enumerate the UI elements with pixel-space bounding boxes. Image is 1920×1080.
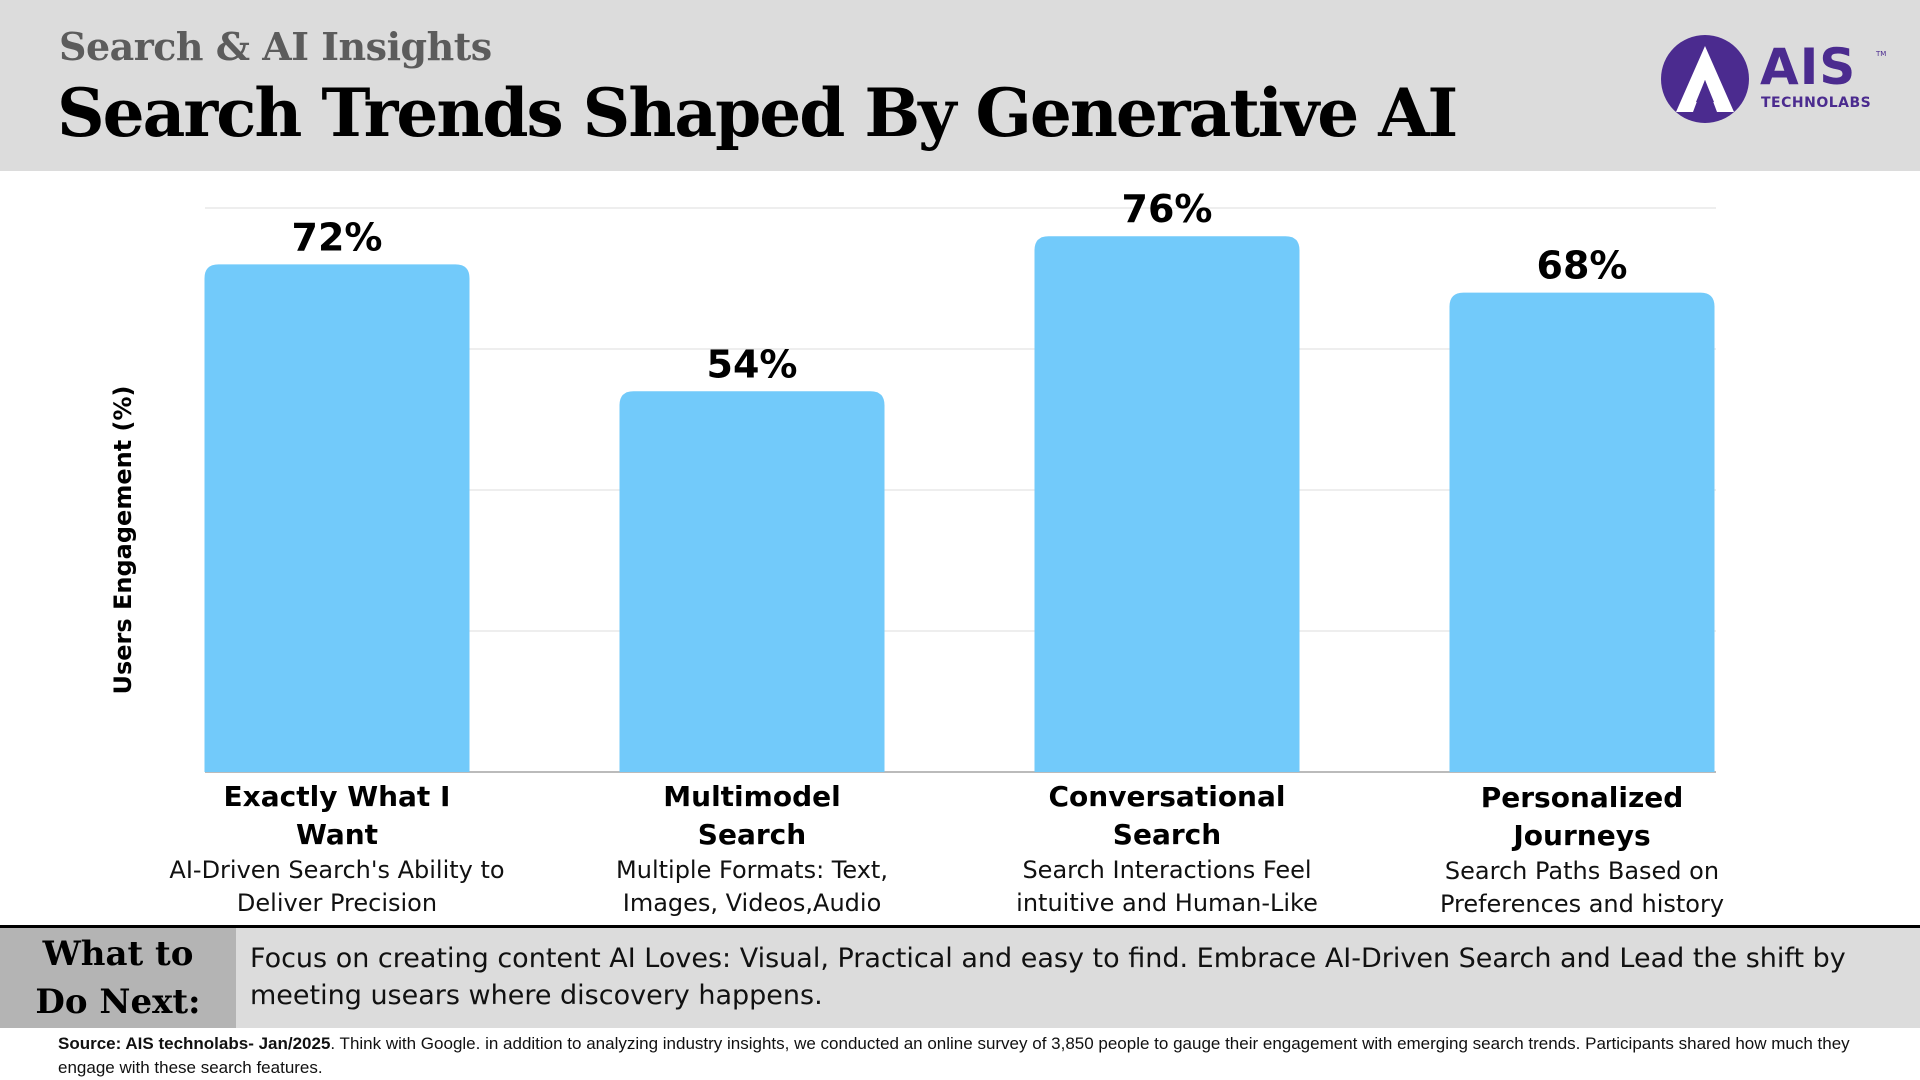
- x-tick-label: Multimodel Search Multiple Formats: Text, I…: [562, 778, 942, 920]
- next-steps-label-line1: What to: [42, 934, 194, 974]
- category-title: Search: [697, 818, 807, 851]
- data-label: 76%: [1122, 187, 1213, 231]
- next-steps-label-box: [0, 928, 236, 1028]
- bar: [1034, 236, 1300, 772]
- header-banner: [0, 0, 1920, 171]
- category-description: Search Paths Based on: [1444, 857, 1720, 885]
- data-label: 54%: [707, 342, 798, 386]
- category-description: intuitive and Human-Like: [1016, 889, 1318, 917]
- logo-text: AIS: [1760, 38, 1857, 96]
- category-description: AI-Driven Search's Ability to: [169, 856, 505, 884]
- data-label: 72%: [292, 215, 383, 259]
- data-label: 68%: [1537, 244, 1628, 288]
- category-title: Conversational: [1048, 780, 1286, 813]
- next-steps-text: Focus on creating content AI Loves: Visu…: [250, 943, 1846, 1011]
- category-description: Multiple Formats: Text,: [616, 856, 888, 884]
- category-title: Personalized: [1480, 781, 1684, 814]
- next-steps-label: What to Do Next:: [0, 928, 236, 1028]
- bar: [1449, 292, 1715, 772]
- source-text: . Think with Google. in addition to anal…: [58, 1034, 1850, 1077]
- bar-chart: 72% 54% 76% 68%: [204, 187, 1716, 773]
- category-description: Preferences and history: [1439, 890, 1725, 918]
- section-divider: [0, 925, 1920, 928]
- category-title: Exactly What I: [223, 780, 451, 813]
- bar: [204, 264, 470, 772]
- bar: [619, 391, 885, 772]
- category-title: Want: [295, 818, 379, 851]
- x-tick-label: Exactly What I Want AI-Driven Search's Abi…: [147, 778, 527, 920]
- next-steps-panel: [0, 928, 1920, 1028]
- x-tick-label: Conversational Search Search Interactions …: [977, 778, 1357, 920]
- x-tick-label: Personalized Journeys Search Paths Based o…: [1392, 779, 1772, 921]
- logo-subtext: TECHNOLABS: [1761, 95, 1872, 111]
- logo-icon: [1661, 35, 1749, 123]
- page-title: Search Trends Shaped By Generative AI: [57, 74, 1458, 152]
- logo-trademark: TM: [1876, 50, 1887, 58]
- category-description: Deliver Precision: [236, 889, 438, 917]
- category-title: Journeys: [1513, 819, 1651, 852]
- source-note: Source: AIS technolabs- Jan/2025. Think …: [58, 1032, 1888, 1080]
- source-bold: Source: AIS technolabs- Jan/2025: [58, 1034, 331, 1053]
- next-steps-label-line2: Do Next:: [35, 982, 201, 1022]
- company-logo: AIS TECHNOLABS TM: [1658, 32, 1888, 127]
- category-description: Images, Videos,Audio: [622, 889, 882, 917]
- page-subtitle: Search & AI Insights: [59, 24, 492, 69]
- category-title: Multimodel: [663, 780, 841, 813]
- category-title: Search: [1112, 818, 1222, 851]
- category-description: Search Interactions Feel: [1022, 856, 1312, 884]
